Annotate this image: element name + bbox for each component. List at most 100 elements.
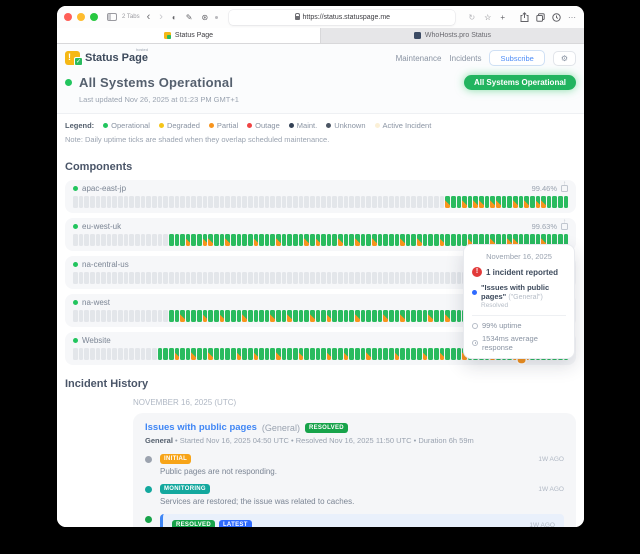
uptime-tick[interactable]: [174, 196, 180, 208]
uptime-tick[interactable]: [106, 348, 112, 360]
uptime-tick[interactable]: [304, 196, 309, 208]
uptime-tick[interactable]: [146, 272, 151, 284]
uptime-tick[interactable]: [377, 310, 383, 322]
uptime-tick[interactable]: [366, 272, 371, 284]
uptime-tick[interactable]: [112, 234, 118, 246]
uptime-tick[interactable]: [219, 348, 225, 360]
tabs-count-label[interactable]: 2 Tabs: [122, 14, 140, 20]
uptime-tick[interactable]: [546, 196, 552, 208]
uptime-tick[interactable]: [371, 272, 377, 284]
uptime-tick[interactable]: [163, 196, 168, 208]
uptime-tick[interactable]: [185, 348, 191, 360]
uptime-tick[interactable]: [388, 196, 394, 208]
uptime-tick[interactable]: [214, 272, 219, 284]
uptime-tick[interactable]: [434, 196, 439, 208]
uptime-tick[interactable]: [259, 234, 264, 246]
uptime-tick[interactable]: [253, 310, 259, 322]
uptime-tick[interactable]: [236, 310, 242, 322]
uptime-tick[interactable]: [214, 196, 219, 208]
uptime-tick[interactable]: [230, 310, 236, 322]
uptime-tick[interactable]: [287, 234, 292, 246]
uptime-tick[interactable]: [366, 196, 371, 208]
uptime-tick[interactable]: [247, 310, 253, 322]
uptime-tick[interactable]: [360, 234, 366, 246]
uptime-tick[interactable]: [287, 272, 292, 284]
uptime-tick[interactable]: [78, 196, 84, 208]
uptime-tick[interactable]: [467, 234, 473, 246]
uptime-tick[interactable]: [225, 196, 230, 208]
uptime-tick[interactable]: [140, 272, 146, 284]
uptime-tick[interactable]: [146, 310, 151, 322]
uptime-tick[interactable]: [208, 196, 214, 208]
uptime-tick[interactable]: [191, 310, 197, 322]
uptime-tick[interactable]: [343, 234, 349, 246]
uptime-tick[interactable]: [338, 272, 343, 284]
uptime-tick[interactable]: [445, 310, 450, 322]
uptime-tick[interactable]: [270, 272, 276, 284]
uptime-tick[interactable]: [366, 234, 371, 246]
uptime-tick[interactable]: [95, 348, 101, 360]
uptime-tick[interactable]: [281, 348, 287, 360]
uptime-tick[interactable]: [321, 196, 326, 208]
uptime-tick[interactable]: [490, 234, 496, 246]
uptime-tick[interactable]: [343, 310, 349, 322]
uptime-tick[interactable]: [112, 196, 118, 208]
uptime-tick[interactable]: [355, 272, 360, 284]
uptime-tick[interactable]: [394, 310, 400, 322]
uptime-tick[interactable]: [174, 272, 180, 284]
uptime-tick[interactable]: [496, 196, 501, 208]
uptime-tick[interactable]: [287, 196, 292, 208]
uptime-tick[interactable]: [168, 196, 174, 208]
uptime-tick[interactable]: [89, 272, 95, 284]
uptime-tick[interactable]: [349, 196, 355, 208]
uptime-tick[interactable]: [321, 234, 326, 246]
uptime-tick[interactable]: [78, 272, 84, 284]
uptime-tick[interactable]: [180, 310, 185, 322]
uptime-tick[interactable]: [298, 348, 304, 360]
uptime-tick[interactable]: [321, 348, 326, 360]
uptime-tick[interactable]: [292, 234, 298, 246]
uptime-tick[interactable]: [484, 196, 490, 208]
new-tab-button[interactable]: +: [500, 12, 505, 22]
uptime-tick[interactable]: [371, 310, 377, 322]
uptime-tick[interactable]: [168, 348, 174, 360]
uptime-tick[interactable]: [225, 310, 230, 322]
uptime-tick[interactable]: [174, 348, 180, 360]
uptime-tick[interactable]: [321, 310, 326, 322]
uptime-tick[interactable]: [501, 196, 507, 208]
uptime-tick[interactable]: [118, 348, 123, 360]
uptime-tick[interactable]: [315, 348, 321, 360]
uptime-tick[interactable]: [185, 272, 191, 284]
uptime-bar[interactable]: [73, 196, 569, 208]
uptime-tick[interactable]: [546, 234, 552, 246]
uptime-tick[interactable]: [146, 196, 151, 208]
uptime-tick[interactable]: [360, 272, 366, 284]
uptime-tick[interactable]: [524, 234, 529, 246]
uptime-tick[interactable]: [163, 310, 168, 322]
uptime-tick[interactable]: [321, 272, 326, 284]
uptime-tick[interactable]: [276, 310, 281, 322]
uptime-tick[interactable]: [73, 310, 78, 322]
uptime-tick[interactable]: [558, 196, 563, 208]
subscribe-button[interactable]: Subscribe: [489, 50, 545, 66]
uptime-tick[interactable]: [202, 348, 208, 360]
uptime-tick[interactable]: [371, 348, 377, 360]
uptime-tick[interactable]: [129, 310, 135, 322]
tooltip-incident-title[interactable]: "Issues with public pages" ("General"): [481, 283, 550, 301]
uptime-tick[interactable]: [259, 348, 264, 360]
uptime-tick[interactable]: [450, 196, 456, 208]
uptime-tick[interactable]: [400, 348, 405, 360]
uptime-tick[interactable]: [157, 348, 163, 360]
uptime-tick[interactable]: [394, 272, 400, 284]
uptime-tick[interactable]: [518, 234, 524, 246]
uptime-tick[interactable]: [298, 310, 304, 322]
uptime-tick[interactable]: [417, 234, 422, 246]
uptime-tick[interactable]: [129, 272, 135, 284]
uptime-tick[interactable]: [383, 234, 388, 246]
uptime-tick[interactable]: [135, 348, 140, 360]
uptime-tick[interactable]: [112, 310, 118, 322]
uptime-tick[interactable]: [552, 234, 558, 246]
uptime-tick[interactable]: [95, 196, 101, 208]
tab-whohosts[interactable]: WhoHosts.pro Status: [321, 28, 584, 43]
forward-button[interactable]: ›: [159, 10, 163, 23]
